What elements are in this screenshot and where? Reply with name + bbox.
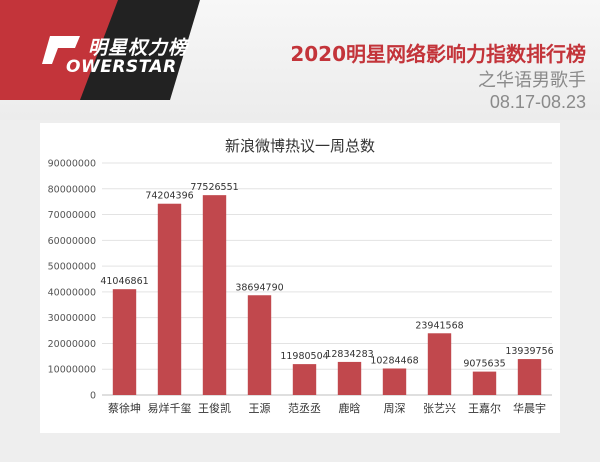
data-label: 23941568 (415, 320, 463, 331)
y-tick-label: 0 (90, 391, 96, 402)
data-label: 11980504 (280, 351, 328, 362)
bar (292, 364, 317, 395)
bar-chart: 0 10000000 20000000 30000000 40000000 5000000… (48, 159, 554, 416)
x-tick-label: 王嘉尔 (468, 401, 501, 415)
chart-card: 新浪微博热议一周总数 0 10000000 20000000 30000000 4000… (40, 123, 560, 433)
bar (112, 289, 137, 395)
page-title: 2020明星网络影响力指数排行榜 (290, 42, 586, 66)
y-tick-label: 80000000 (48, 184, 96, 195)
x-tick-label: 蔡徐坤 (108, 401, 141, 415)
x-tick-label: 王源 (249, 401, 271, 415)
y-tick-label: 10000000 (48, 365, 96, 376)
page-subtitle: 之华语男歌手 (478, 70, 586, 91)
y-tick-label: 30000000 (48, 313, 96, 324)
y-tick-label: 40000000 (48, 287, 96, 298)
date-range: 08.17-08.23 (489, 92, 586, 112)
data-label: 38694790 (235, 282, 283, 293)
data-label: 41046861 (100, 276, 148, 287)
x-tick-label: 张艺兴 (423, 402, 456, 415)
y-tick-label: 50000000 (48, 262, 96, 273)
data-label: 77526551 (190, 182, 238, 193)
data-label: 10284468 (370, 355, 418, 366)
logo-chinese-text: 明星权力榜 (88, 37, 189, 59)
bar (337, 361, 362, 395)
x-tick-label: 范丞丞 (288, 401, 321, 415)
x-tick-label: 周深 (384, 402, 406, 415)
bar (247, 295, 272, 395)
data-label: 74204396 (145, 191, 193, 202)
bar (157, 203, 182, 395)
bar (427, 333, 452, 395)
data-label: 12834283 (325, 349, 373, 360)
powerstar-logo: 明星权力榜 OWERSTAR (0, 0, 215, 100)
bar (472, 371, 497, 395)
x-tick-label: 鹿晗 (339, 401, 361, 415)
x-tick-label: 王俊凯 (198, 401, 231, 415)
logo-shape-icon (0, 0, 200, 100)
y-tick-label: 90000000 (48, 159, 96, 170)
logo-english-text: OWERSTAR (66, 57, 177, 77)
data-label: 9075635 (463, 359, 505, 370)
y-tick-label: 60000000 (48, 236, 96, 247)
y-tick-label: 70000000 (48, 210, 96, 221)
bar (202, 195, 227, 395)
header-banner: 明星权力榜 OWERSTAR 2020明星网络影响力指数排行榜 之华语男歌手 0… (0, 0, 600, 120)
bar (517, 359, 542, 395)
x-tick-label: 易烊千玺 (148, 401, 192, 415)
y-tick-label: 20000000 (48, 339, 96, 350)
data-label: 13939756 (505, 346, 553, 357)
chart-title: 新浪微博热议一周总数 (224, 137, 375, 155)
x-tick-label: 华晨宇 (513, 401, 546, 415)
bar (382, 368, 407, 395)
